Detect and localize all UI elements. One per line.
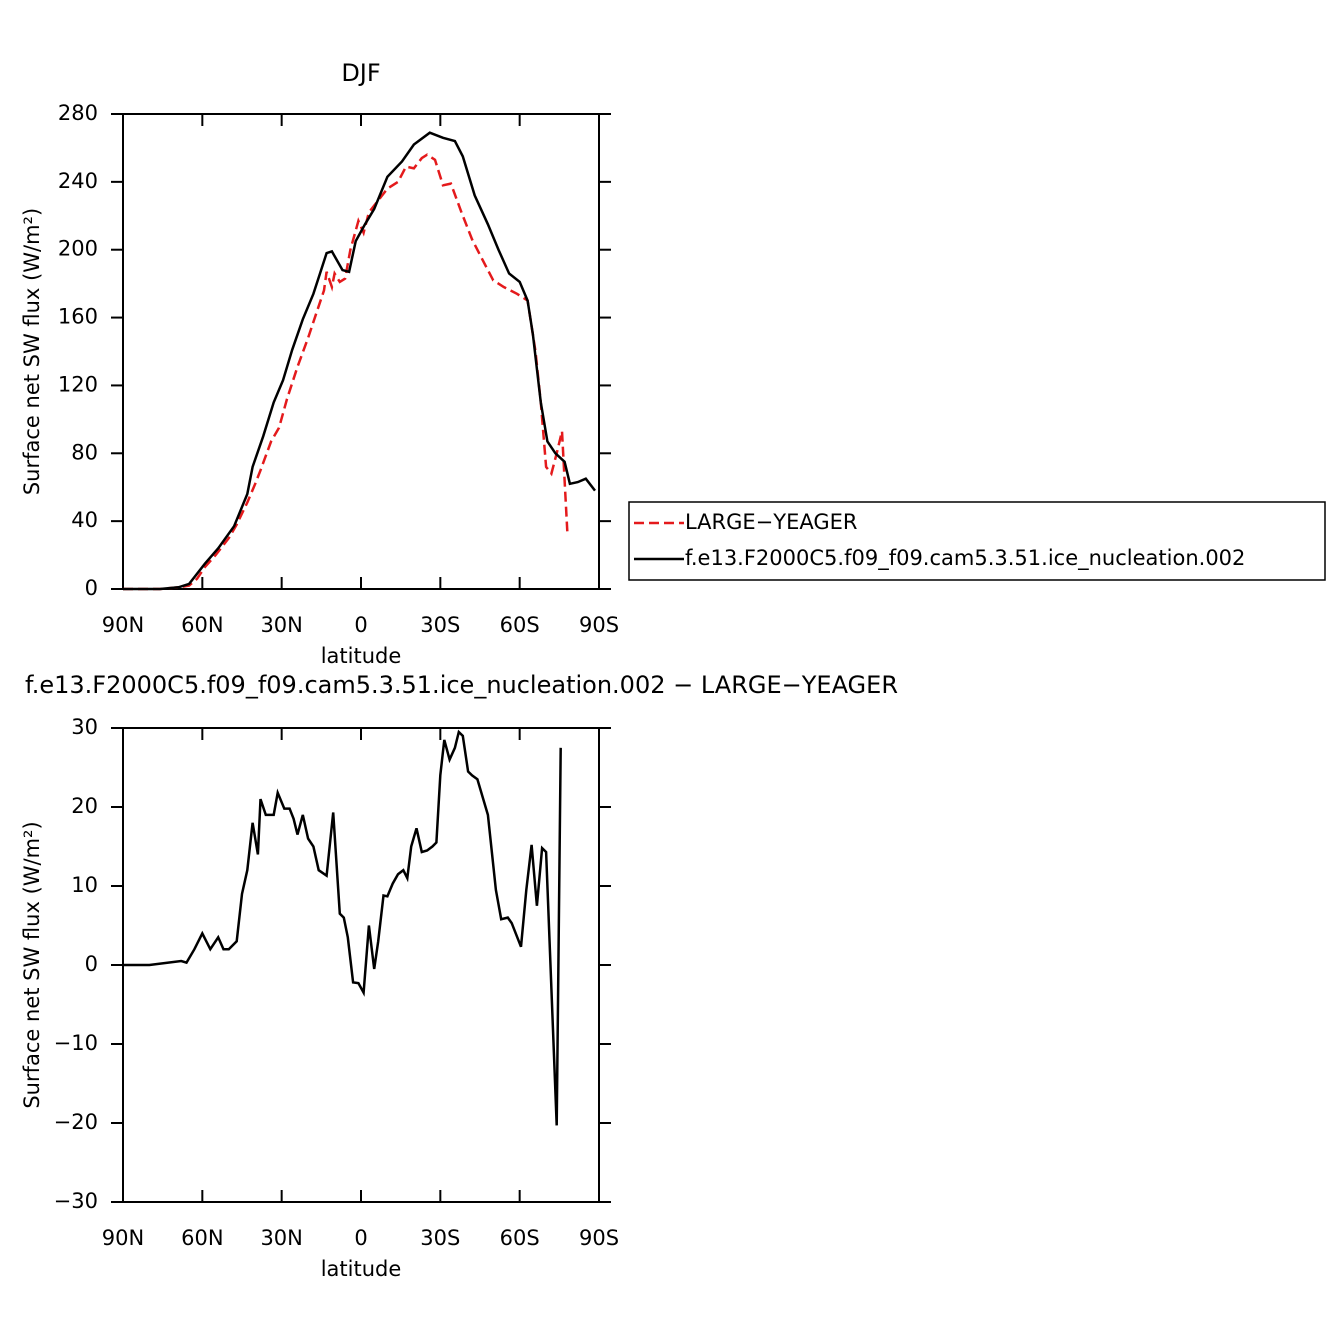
chart-title: DJF — [341, 59, 380, 87]
data-line — [123, 131, 596, 591]
x-tick-label: 30S — [420, 1226, 460, 1250]
y-tick-label: −10 — [54, 1031, 98, 1055]
y-tick-label: 80 — [71, 440, 98, 464]
y-tick-label: 240 — [58, 169, 98, 193]
plot-frame — [122, 113, 600, 590]
legend-label: f.e13.F2000C5.f09_f09.cam5.3.51.ice_nucl… — [685, 546, 1245, 571]
y-tick-label: 40 — [71, 508, 98, 532]
chart-title: f.e13.F2000C5.f09_f09.cam5.3.51.ice_nucl… — [25, 671, 898, 699]
x-tick-label: 60N — [181, 613, 223, 637]
x-tick-label: 90S — [579, 1226, 619, 1250]
x-tick-label: 90S — [579, 613, 619, 637]
data-line — [123, 729, 562, 1126]
x-axis-label: latitude — [321, 1257, 402, 1281]
y-axis-label: Surface net SW flux (W/m²) — [20, 208, 44, 495]
x-tick-label: 0 — [354, 1226, 367, 1250]
y-axis-label: Surface net SW flux (W/m²) — [20, 821, 44, 1108]
y-tick-label: 30 — [71, 715, 98, 739]
y-tick-label: 0 — [85, 952, 98, 976]
x-tick-label: 90N — [102, 1226, 144, 1250]
data-line — [123, 153, 569, 591]
x-tick-label: 60S — [500, 613, 540, 637]
y-tick-label: 120 — [58, 372, 98, 396]
y-tick-label: 160 — [58, 305, 98, 329]
x-tick-label: 30S — [420, 613, 460, 637]
y-tick-label: −20 — [54, 1110, 98, 1134]
y-tick-label: 10 — [71, 873, 98, 897]
y-tick-label: 20 — [71, 794, 98, 818]
y-tick-label: −30 — [54, 1189, 98, 1213]
x-axis-label: latitude — [321, 644, 402, 668]
x-tick-label: 30N — [260, 613, 302, 637]
x-tick-label: 30N — [260, 1226, 302, 1250]
plot-frame — [122, 727, 600, 1203]
y-tick-label: 0 — [85, 576, 98, 600]
x-tick-label: 0 — [354, 613, 367, 637]
legend-label: LARGE−YEAGER — [685, 510, 858, 534]
x-tick-label: 60N — [181, 1226, 223, 1250]
x-tick-label: 90N — [102, 613, 144, 637]
y-tick-label: 280 — [58, 101, 98, 125]
legend-box — [628, 501, 1326, 581]
y-tick-label: 200 — [58, 237, 98, 261]
x-tick-label: 60S — [500, 1226, 540, 1250]
